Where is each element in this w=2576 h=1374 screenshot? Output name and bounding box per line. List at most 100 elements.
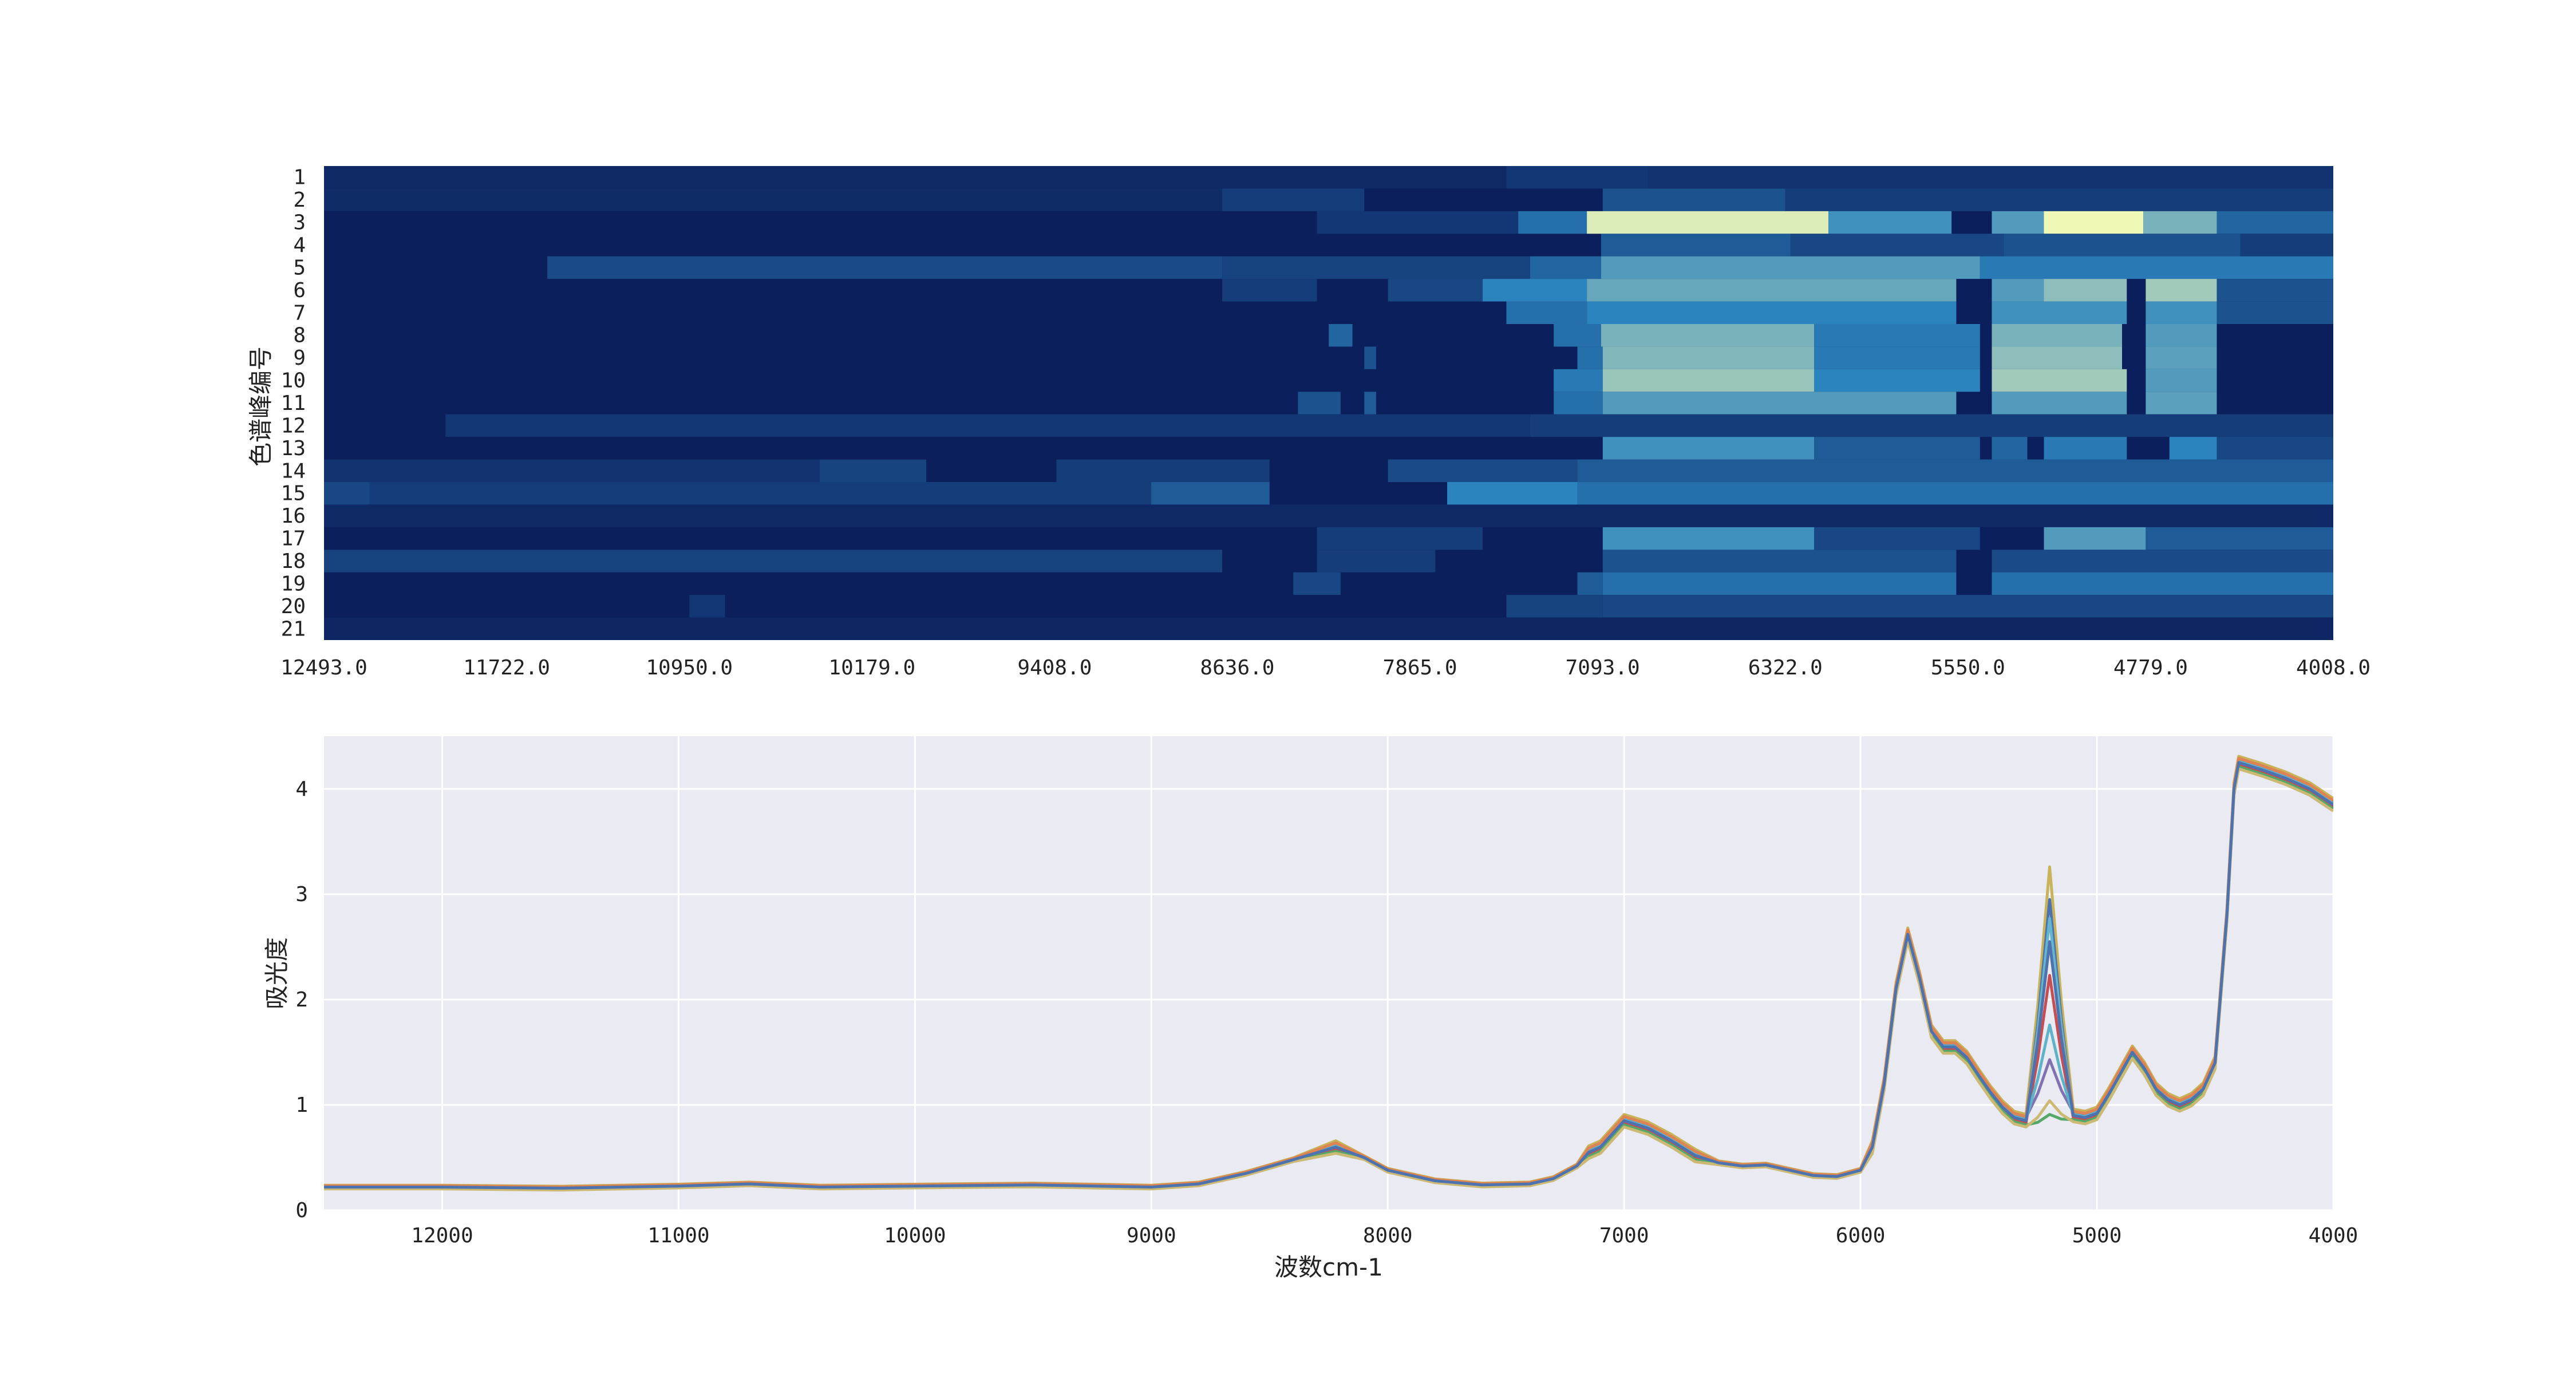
heatmap-row-label: 20 — [281, 595, 306, 618]
heatmap-row-label: 6 — [293, 279, 306, 302]
heatmap-cell — [1317, 211, 1519, 234]
heatmap-row-label: 18 — [281, 550, 306, 573]
heatmap-row-label: 7 — [293, 301, 306, 325]
heatmap-cell — [2217, 279, 2333, 302]
heatmap-cell — [1814, 437, 1980, 460]
heatmap-cell — [1388, 279, 1483, 302]
heatmap-cell — [1992, 301, 2127, 324]
heatmap-cell — [1992, 550, 2333, 572]
spectrum-line — [324, 761, 2333, 1190]
heatmap-cell — [324, 550, 1223, 572]
heatmap-cell — [1992, 324, 2123, 347]
heatmap-cell — [1554, 392, 1603, 414]
heatmap-cell — [2146, 346, 2217, 369]
heatmap-cell — [1992, 437, 2028, 460]
line-series-group — [324, 755, 2333, 1192]
heatmap-cell — [445, 414, 1530, 437]
heatmap-cell — [1814, 369, 1980, 392]
heatmap-cell — [1298, 392, 1341, 414]
heatmap-cell — [1602, 595, 2333, 618]
heatmap-cell — [324, 482, 370, 505]
heatmap-cell — [1992, 369, 2127, 392]
plot-background — [324, 736, 2333, 1210]
heatmap-cell — [1602, 550, 1957, 572]
heatmap-row-label: 11 — [281, 392, 306, 415]
heatmap-cell — [2044, 527, 2146, 550]
y-tick-label: 0 — [295, 1199, 308, 1222]
heatmap-row-label: 12 — [281, 414, 306, 437]
y-tick-label: 2 — [295, 988, 308, 1012]
heatmap-x-tick-label: 7865.0 — [1383, 656, 1457, 680]
heatmap-cell — [1518, 211, 1587, 234]
y-axis-label: 吸光度 — [263, 937, 291, 1009]
heatmap-cell — [819, 459, 926, 482]
heatmap-x-tick-label: 10179.0 — [828, 656, 915, 680]
heatmap-x-tick-label: 4008.0 — [2296, 656, 2370, 680]
heatmap-cell — [1506, 166, 1649, 189]
heatmap-cell — [2146, 527, 2333, 550]
heatmap-cell — [324, 166, 1507, 189]
heatmap-cell — [1602, 437, 1815, 460]
y-tick-label: 3 — [295, 883, 308, 906]
heatmap-cell — [1554, 369, 1603, 392]
heatmap-cell — [324, 188, 1223, 211]
heatmap-cell — [2217, 437, 2333, 460]
x-tick-label: 9000 — [1127, 1224, 1176, 1247]
x-tick-label: 7000 — [1599, 1224, 1649, 1247]
y-tick-label: 1 — [295, 1093, 308, 1117]
heatmap-cell — [324, 617, 2333, 640]
heatmap-cell — [324, 504, 2333, 527]
heatmap-cell — [1317, 550, 1436, 572]
heatmap-row-label: 15 — [281, 482, 306, 506]
heatmap-row-label: 4 — [293, 234, 306, 257]
heatmap-cell — [1601, 234, 1791, 256]
heatmap-cell — [1814, 324, 1980, 347]
heatmap-cell — [1601, 324, 1815, 347]
y-tick-label: 4 — [295, 777, 308, 801]
heatmap-cells — [324, 166, 2333, 640]
heatmap-row-label: 21 — [281, 617, 306, 641]
heatmap-cell — [1602, 392, 1957, 414]
heatmap-cell — [2146, 279, 2217, 302]
heatmap-x-tick-label: 7093.0 — [1566, 656, 1640, 680]
y-tick-labels: 0 1 2 3 4 — [295, 777, 308, 1222]
gridlines — [324, 736, 2334, 1211]
heatmap-cell — [2044, 279, 2127, 302]
heatmap-cell — [1506, 301, 1587, 324]
heatmap-cell — [1577, 459, 2333, 482]
heatmap-row-label: 9 — [293, 346, 306, 370]
heatmap-cell — [1577, 346, 1603, 369]
heatmap-cell — [1601, 256, 1980, 279]
heatmap-cell — [1388, 459, 1578, 482]
heatmap-cell — [2240, 234, 2333, 256]
heatmap-cell — [1506, 595, 1603, 618]
heatmap-x-tick-label: 4779.0 — [2113, 656, 2188, 680]
heatmap-cell — [1602, 188, 1785, 211]
heatmap-cell — [1364, 346, 1376, 369]
heatmap-cell — [1992, 392, 2127, 414]
heatmap-cell — [2217, 301, 2333, 324]
heatmap-cell — [1992, 279, 2044, 302]
heatmap-cell — [1222, 188, 1365, 211]
heatmap-row-label: 5 — [293, 256, 306, 279]
heatmap-cell — [1602, 527, 1815, 550]
heatmap-cell — [2044, 437, 2127, 460]
heatmap-cell — [689, 595, 725, 618]
x-tick-labels: 12000 11000 10000 9000 8000 7000 6000 5000 4000 — [411, 1224, 2358, 1247]
heatmap-cell — [1317, 527, 1483, 550]
heatmap-cell — [2044, 211, 2144, 234]
x-axis-label: 波数cm-1 — [1274, 1253, 1383, 1281]
heatmap-cell — [1785, 188, 2333, 211]
line-panel: 12000 11000 10000 9000 8000 7000 6000 5000 4000 … — [263, 736, 2358, 1281]
heatmap-cell — [1151, 482, 1270, 505]
heatmap-cell — [1222, 256, 1530, 279]
heatmap-x-tick-label: 10950.0 — [646, 656, 733, 680]
heatmap-cell — [1992, 211, 2044, 234]
heatmap-x-tick-label: 6322.0 — [1748, 656, 1823, 680]
heatmap-cell — [324, 459, 820, 482]
heatmap-cell — [1814, 527, 1980, 550]
heatmap-cell — [1329, 324, 1353, 347]
heatmap-cell — [1602, 572, 1957, 595]
